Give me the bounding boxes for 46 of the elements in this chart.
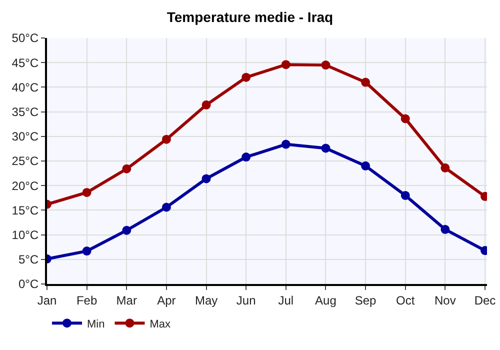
x-tick-label: Jan xyxy=(37,293,57,308)
y-tick-label: 35°C xyxy=(12,105,39,119)
point xyxy=(361,161,370,170)
point xyxy=(122,226,132,235)
x-tick-label: Feb xyxy=(76,293,98,308)
point xyxy=(321,144,330,153)
x-tick-label: Apr xyxy=(157,293,176,308)
point xyxy=(321,60,330,70)
x-tick-label: Jun xyxy=(236,293,256,308)
point xyxy=(82,188,92,197)
point xyxy=(162,202,171,212)
x-tick-label: May xyxy=(194,293,218,308)
x-tick-label: Mar xyxy=(116,293,137,308)
point xyxy=(440,163,450,172)
x-tick-label: Aug xyxy=(315,293,336,308)
x-tick-label: Oct xyxy=(396,293,416,308)
point xyxy=(400,190,410,200)
legend-label: Max xyxy=(150,318,172,330)
point xyxy=(440,224,450,234)
y-tick-label: 30°C xyxy=(12,130,39,144)
y-tick-label: 45°C xyxy=(12,56,39,70)
point xyxy=(82,246,92,256)
legend-label: Min xyxy=(87,318,105,330)
x-tick-label: Jul xyxy=(278,293,294,308)
y-tick-label: 0°C xyxy=(18,277,39,292)
point xyxy=(202,100,211,110)
y-tick-label: 25°C xyxy=(12,154,39,168)
point xyxy=(242,72,251,82)
y-tick-label: 40°C xyxy=(12,80,39,94)
y-tick-label: 50°C xyxy=(12,31,39,46)
x-tick-label: Nov xyxy=(434,293,456,308)
point xyxy=(400,114,410,124)
point xyxy=(122,164,132,174)
x-tick-label: Dec xyxy=(474,293,496,308)
chart-title: Temperature medie - Iraq xyxy=(166,9,334,26)
point xyxy=(162,134,171,144)
point xyxy=(281,140,290,149)
point xyxy=(361,78,370,87)
x-tick-label: Sep xyxy=(354,293,377,308)
point xyxy=(281,60,290,70)
point xyxy=(242,152,251,162)
y-tick-label: 5°C xyxy=(18,252,39,267)
point xyxy=(202,174,211,184)
y-tick-label: 10°C xyxy=(12,228,39,242)
y-tick-label: 20°C xyxy=(12,178,39,193)
y-tick-label: 15°C xyxy=(12,203,39,218)
